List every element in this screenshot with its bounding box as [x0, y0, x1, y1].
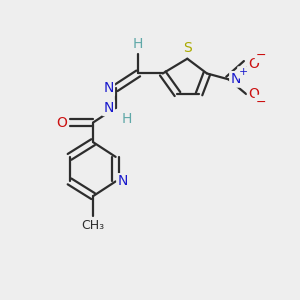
Text: S: S	[183, 41, 192, 55]
Text: H: H	[133, 37, 143, 51]
Text: N: N	[118, 174, 128, 188]
Text: H: H	[122, 112, 132, 126]
Text: CH₃: CH₃	[82, 219, 105, 232]
Text: −: −	[256, 96, 266, 109]
Text: N: N	[230, 72, 241, 86]
Text: N: N	[103, 81, 114, 95]
Text: O: O	[57, 116, 68, 130]
Text: O: O	[248, 57, 259, 70]
Text: +: +	[238, 68, 248, 77]
Text: −: −	[256, 49, 266, 62]
Text: N: N	[103, 101, 114, 115]
Text: O: O	[248, 87, 259, 101]
